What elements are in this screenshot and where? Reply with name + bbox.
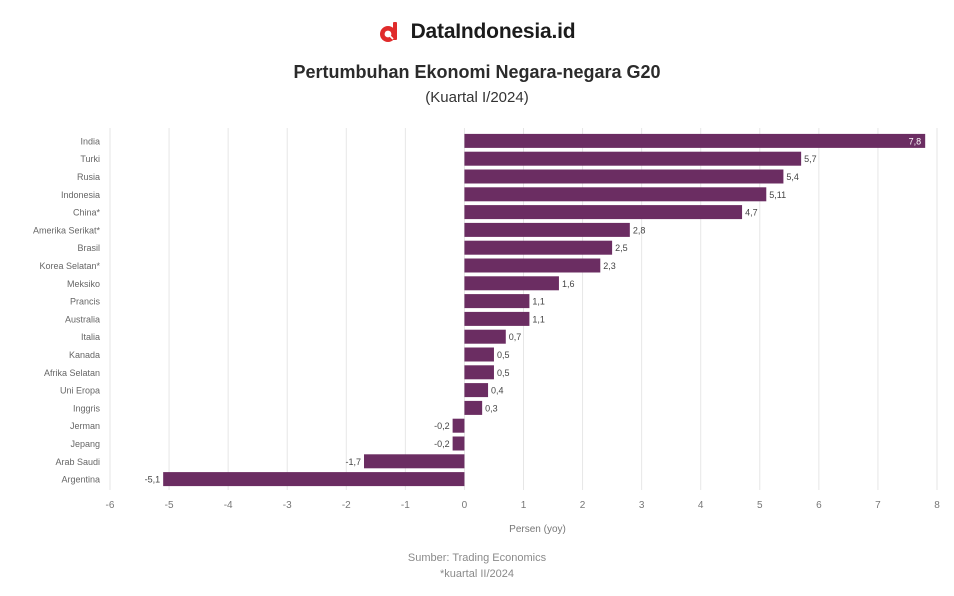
- bar: [464, 311, 530, 326]
- bar: [464, 133, 926, 148]
- data-label: 2,5: [615, 243, 628, 253]
- bar: [364, 454, 465, 469]
- x-axis-title: Persen (yoy): [509, 524, 566, 535]
- bar-chart: -6 -5 -4 -3 -2 -1 0 1 2 3 4 5 6 7 8 India 7,8 Turki 5,7 Rus…: [33, 128, 940, 535]
- data-label: 2,8: [633, 225, 646, 235]
- x-tick-label: -3: [283, 500, 292, 511]
- category-label: Inggris: [73, 403, 101, 413]
- category-label: Italia: [81, 332, 100, 342]
- category-label: China*: [73, 208, 101, 218]
- bar: [464, 169, 784, 184]
- x-tick-label: 1: [521, 500, 527, 511]
- x-tick-label: -6: [106, 500, 115, 511]
- brand-name: DataIndonesia.id: [410, 20, 576, 43]
- data-label: 1,1: [532, 297, 545, 307]
- bar: [163, 472, 465, 487]
- bar: [464, 187, 767, 202]
- bar: [452, 436, 465, 451]
- category-label: Uni Eropa: [60, 386, 100, 396]
- bar: [464, 383, 489, 398]
- category-label: Australia: [65, 314, 100, 324]
- data-label: -1,7: [345, 457, 361, 467]
- bar: [464, 151, 802, 166]
- x-tick-label: 2: [580, 500, 586, 511]
- bar: [464, 222, 630, 237]
- brand-header: DataIndonesia.id: [0, 20, 954, 44]
- chart-subtitle: (Kuartal I/2024): [425, 89, 529, 106]
- data-label: 7,8: [909, 136, 922, 146]
- data-label: -0,2: [434, 439, 450, 449]
- chart-title: Pertumbuhan Ekonomi Negara-negara G20: [293, 62, 661, 82]
- category-label: Indonesia: [61, 190, 100, 200]
- category-label: Brasil: [77, 243, 100, 253]
- category-label: Rusia: [77, 172, 100, 182]
- x-tick-label: -4: [224, 500, 233, 511]
- data-label: 0,4: [491, 386, 504, 396]
- x-tick-label: -2: [342, 500, 351, 511]
- category-label: Korea Selatan*: [39, 261, 100, 271]
- category-label: Afrika Selatan: [44, 368, 100, 378]
- source-note: Sumber: Trading Economics: [407, 552, 547, 564]
- category-label: Argentina: [61, 475, 100, 485]
- category-label: Meksiko: [67, 279, 100, 289]
- x-tick-label: 6: [816, 500, 822, 511]
- x-tick-label: -5: [165, 500, 174, 511]
- bar: [464, 365, 494, 380]
- brand-logo-icon: [379, 22, 397, 42]
- x-tick-label: 8: [934, 500, 940, 511]
- category-label: Turki: [80, 154, 100, 164]
- x-tick-label: 4: [698, 500, 704, 511]
- bar: [464, 258, 601, 273]
- data-label: 4,7: [745, 208, 758, 218]
- bar: [464, 400, 483, 415]
- data-label: 1,6: [562, 279, 575, 289]
- x-tick-label: 7: [875, 500, 881, 511]
- bar: [464, 329, 506, 344]
- data-label: 5,7: [804, 154, 817, 164]
- bar: [464, 276, 559, 291]
- data-label: 0,5: [497, 368, 510, 378]
- bar: [464, 240, 613, 255]
- bar: [464, 294, 530, 309]
- data-label: 1,1: [532, 314, 545, 324]
- bar: [452, 418, 465, 433]
- x-tick-label: 5: [757, 500, 763, 511]
- data-label: 0,7: [509, 332, 522, 342]
- data-label: 2,3: [603, 261, 616, 271]
- bar: [464, 347, 494, 362]
- data-label: 5,4: [786, 172, 799, 182]
- category-label: Amerika Serikat*: [33, 225, 101, 235]
- x-tick-label: 3: [639, 500, 645, 511]
- category-label: Kanada: [69, 350, 100, 360]
- data-label: 0,3: [485, 403, 498, 413]
- footnote: *kuartal II/2024: [440, 568, 514, 580]
- category-label: Arab Saudi: [55, 457, 100, 467]
- data-label: -5,1: [145, 475, 161, 485]
- data-label: -0,2: [434, 421, 450, 431]
- category-label: Jerman: [70, 421, 100, 431]
- category-label: Prancis: [70, 297, 101, 307]
- data-label: 0,5: [497, 350, 510, 360]
- bar: [464, 205, 743, 220]
- x-tick-label: -1: [401, 500, 410, 511]
- category-label: India: [80, 136, 100, 146]
- data-label: 5,11: [769, 190, 786, 200]
- category-label: Jepang: [70, 439, 100, 449]
- x-tick-label: 0: [462, 500, 468, 511]
